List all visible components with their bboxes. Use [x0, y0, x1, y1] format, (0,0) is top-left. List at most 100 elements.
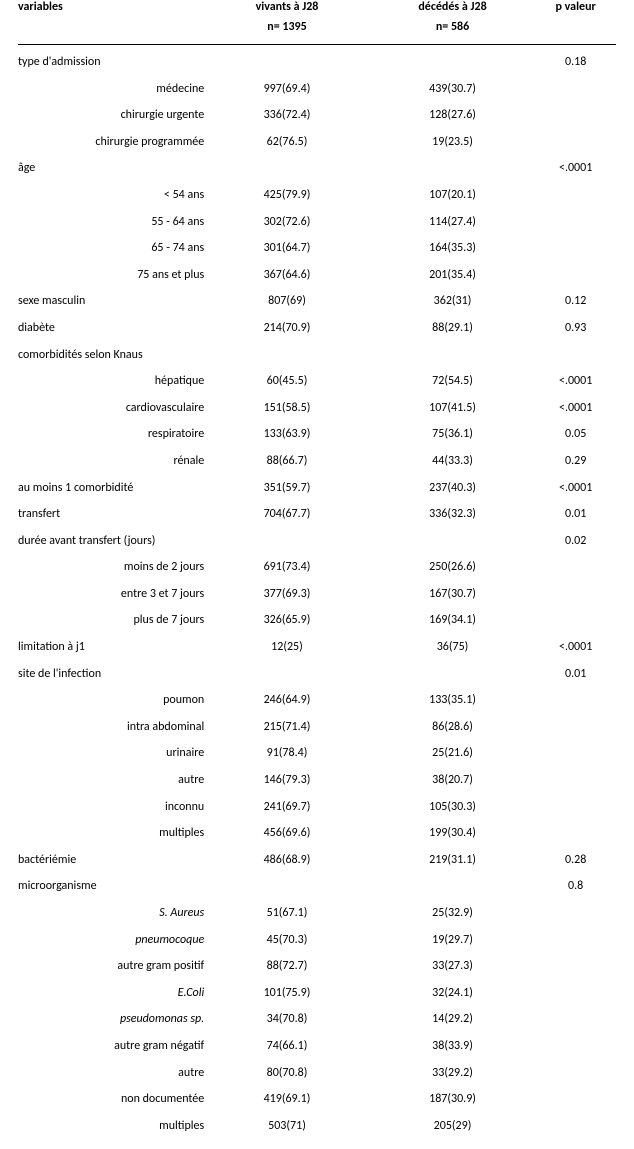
row-label: intra abdominal [18, 714, 204, 741]
row-vivants: 503(71) [204, 1113, 370, 1140]
row-vivants: 456(69.6) [204, 820, 370, 847]
table-row: sexe masculin807(69)362(31)0.12 [18, 288, 616, 315]
row-label: multiples [18, 1113, 204, 1140]
header-n-vivants: n= 1395 [204, 20, 370, 45]
row-label: multiples [18, 820, 204, 847]
row-decedes: 32(24.1) [370, 980, 536, 1007]
row-pvaleur [535, 581, 616, 608]
row-vivants: 241(69.7) [204, 794, 370, 821]
table-row: plus de 7 jours326(65.9)169(34.1) [18, 607, 616, 634]
row-pvaleur: <.0001 [535, 155, 616, 182]
row-pvaleur: 0.29 [535, 448, 616, 475]
row-pvaleur [535, 794, 616, 821]
table-row: E.Coli101(75.9)32(24.1) [18, 980, 616, 1007]
row-vivants: 336(72.4) [204, 102, 370, 129]
table-row: comorbidités selon Knaus [18, 342, 616, 369]
table-row: type d'admission0.18 [18, 49, 616, 76]
row-vivants: 12(25) [204, 634, 370, 661]
row-decedes: 25(32.9) [370, 900, 536, 927]
row-vivants: 60(45.5) [204, 368, 370, 395]
row-label: hépatique [18, 368, 204, 395]
row-label: au moins 1 comorbidité [18, 475, 204, 502]
row-decedes: 105(30.3) [370, 794, 536, 821]
row-label: moins de 2 jours [18, 554, 204, 581]
row-label: limitation à j1 [18, 634, 204, 661]
row-decedes: 25(21.6) [370, 740, 536, 767]
row-vivants: 377(69.3) [204, 581, 370, 608]
header-variables: variables [18, 0, 204, 20]
row-decedes: 205(29) [370, 1113, 536, 1140]
row-pvaleur: 0.18 [535, 49, 616, 76]
table-row: inconnu241(69.7)105(30.3) [18, 794, 616, 821]
row-pvaleur [535, 76, 616, 103]
row-label: inconnu [18, 794, 204, 821]
row-pvaleur [535, 1006, 616, 1033]
row-vivants: 151(58.5) [204, 395, 370, 422]
row-label: médecine [18, 76, 204, 103]
row-label: autre [18, 767, 204, 794]
row-vivants [204, 155, 370, 182]
row-decedes: 86(28.6) [370, 714, 536, 741]
row-label: pneumocoque [18, 927, 204, 954]
row-decedes: 167(30.7) [370, 581, 536, 608]
row-label: entre 3 et 7 jours [18, 581, 204, 608]
table-row: médecine997(69.4)439(30.7) [18, 76, 616, 103]
row-label: respiratoire [18, 421, 204, 448]
header-row-1: variables vivants à J28 décédés à J28 p … [18, 0, 616, 20]
row-label: bactériémie [18, 847, 204, 874]
row-decedes: 237(40.3) [370, 475, 536, 502]
row-pvaleur: <.0001 [535, 368, 616, 395]
row-vivants: 326(65.9) [204, 607, 370, 634]
row-label: S. Aureus [18, 900, 204, 927]
row-decedes: 33(29.2) [370, 1060, 536, 1087]
table-row: bactériémie486(68.9)219(31.1)0.28 [18, 847, 616, 874]
row-decedes: 201(35.4) [370, 262, 536, 289]
row-label: sexe masculin [18, 288, 204, 315]
row-pvaleur [535, 927, 616, 954]
row-vivants: 88(66.7) [204, 448, 370, 475]
row-pvaleur: 0.01 [535, 501, 616, 528]
row-vivants: 74(66.1) [204, 1033, 370, 1060]
header-pvaleur: p valeur [535, 0, 616, 20]
row-decedes [370, 661, 536, 688]
row-label: chirurgie urgente [18, 102, 204, 129]
row-pvaleur: 0.8 [535, 873, 616, 900]
row-vivants [204, 873, 370, 900]
row-vivants: 997(69.4) [204, 76, 370, 103]
row-label: plus de 7 jours [18, 607, 204, 634]
table-row: diabète214(70.9)88(29.1)0.93 [18, 315, 616, 342]
table-row: rénale88(66.7)44(33.3)0.29 [18, 448, 616, 475]
table-row: pseudomonas sp.34(70.8)14(29.2) [18, 1006, 616, 1033]
row-pvaleur [535, 1060, 616, 1087]
row-pvaleur [535, 102, 616, 129]
row-vivants: 62(76.5) [204, 129, 370, 156]
row-vivants: 486(68.9) [204, 847, 370, 874]
row-vivants: 34(70.8) [204, 1006, 370, 1033]
row-vivants [204, 342, 370, 369]
header-n-decedes: n= 586 [370, 20, 536, 45]
row-decedes: 38(33.9) [370, 1033, 536, 1060]
row-decedes: 250(26.6) [370, 554, 536, 581]
table-row: limitation à j112(25)36(75)<.0001 [18, 634, 616, 661]
row-vivants: 367(64.6) [204, 262, 370, 289]
row-label: urinaire [18, 740, 204, 767]
header-decedes: décédés à J28 [370, 0, 536, 20]
row-label: 65 - 74 ans [18, 235, 204, 262]
row-label: E.Coli [18, 980, 204, 1007]
table-row: 65 - 74 ans301(64.7)164(35.3) [18, 235, 616, 262]
row-decedes: 14(29.2) [370, 1006, 536, 1033]
header-empty [18, 20, 204, 45]
table-row: poumon246(64.9)133(35.1) [18, 687, 616, 714]
table-row: autre gram positif88(72.7)33(27.3) [18, 953, 616, 980]
row-label: âge [18, 155, 204, 182]
row-label: diabète [18, 315, 204, 342]
row-pvaleur [535, 1113, 616, 1140]
row-vivants: 301(64.7) [204, 235, 370, 262]
row-decedes: 75(36.1) [370, 421, 536, 448]
row-decedes: 107(41.5) [370, 395, 536, 422]
row-pvaleur [535, 1086, 616, 1113]
table-row: chirurgie urgente336(72.4)128(27.6) [18, 102, 616, 129]
table-row: entre 3 et 7 jours377(69.3)167(30.7) [18, 581, 616, 608]
table-row: autre80(70.8)33(29.2) [18, 1060, 616, 1087]
row-label: autre gram négatif [18, 1033, 204, 1060]
